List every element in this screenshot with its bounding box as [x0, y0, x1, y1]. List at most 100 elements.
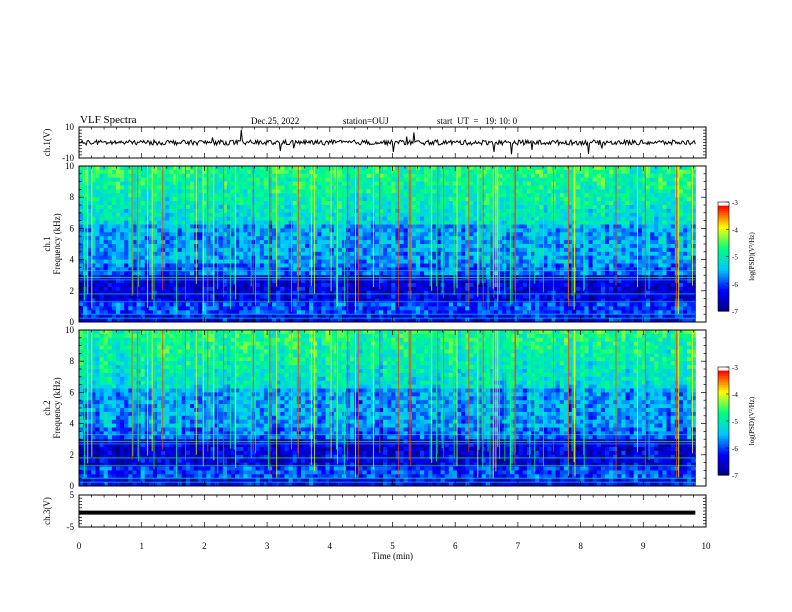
- spectrogram-cell: [399, 263, 405, 268]
- spectrogram-cell: [198, 181, 203, 186]
- spectrogram-cell: [473, 247, 479, 253]
- spectrogram-cell: [255, 286, 261, 292]
- spectrogram-cell: [498, 298, 503, 303]
- spectrogram-cell: [157, 310, 162, 315]
- spectrogram-cell: [161, 263, 166, 268]
- spectrogram-cell: [510, 236, 516, 241]
- spectrogram-cell: [317, 240, 322, 245]
- spectrogram-cell: [551, 306, 557, 311]
- spectrogram-cell: [366, 232, 372, 237]
- spectrogram-cell: [272, 263, 277, 268]
- spectrogram-cell: [107, 189, 113, 194]
- spectrogram-cell: [350, 212, 355, 218]
- spectrogram-cell: [288, 240, 294, 245]
- spectrogram-cell: [214, 220, 220, 225]
- spectrogram-cell: [128, 302, 133, 307]
- spectrogram-cell: [522, 286, 528, 292]
- spectrogram-cell: [111, 220, 117, 225]
- spectrogram-cell: [407, 244, 413, 249]
- spectrogram-cell: [231, 247, 236, 253]
- spectrogram-cell: [346, 205, 351, 210]
- spectrogram-cell: [247, 306, 253, 311]
- spectrogram-cell: [481, 224, 487, 229]
- spectrogram-cell: [132, 251, 138, 257]
- spectrogram-cell: [173, 251, 179, 257]
- spectrogram-cell: [317, 224, 322, 229]
- spectrogram-cell: [103, 181, 109, 186]
- spectrogram-cell: [547, 166, 553, 171]
- spectrogram-cell: [452, 310, 458, 315]
- spectrogram-cell: [185, 177, 191, 183]
- spectrogram-cell: [107, 177, 113, 183]
- spectrogram-cell: [395, 212, 400, 218]
- spectrogram-cell: [95, 310, 101, 315]
- spectrogram-cell: [411, 255, 417, 261]
- spectrogram-cell: [152, 220, 158, 225]
- spectrogram-cell: [317, 271, 322, 276]
- spectrogram-cell: [522, 205, 528, 210]
- spectrogram-cell: [111, 251, 117, 257]
- spectrogram-cell: [506, 181, 511, 186]
- spectrogram-cell: [144, 244, 150, 249]
- spectrogram-cell: [99, 298, 105, 303]
- spectrogram-cell: [391, 306, 396, 311]
- spectrogram-cell: [255, 240, 261, 245]
- spectrogram-cell: [440, 232, 446, 237]
- spectrogram-cell: [535, 216, 540, 222]
- spectrogram-cell: [313, 177, 318, 183]
- spectrogram-cell: [461, 318, 466, 323]
- spectrogram-cell: [498, 294, 503, 300]
- spectrogram-cell: [543, 310, 548, 315]
- spectrogram-cell: [300, 290, 306, 296]
- spectrogram-cell: [543, 208, 548, 214]
- spectrogram-cell: [469, 220, 474, 225]
- spectrogram-cell: [148, 169, 154, 175]
- spectrogram-cell: [362, 173, 368, 179]
- spectrogram-cell: [115, 306, 121, 311]
- spectrogram-cell: [489, 228, 495, 233]
- spectrogram-cell: [469, 228, 474, 233]
- spectrogram-cell: [452, 298, 458, 303]
- spectrogram-cell: [214, 283, 220, 288]
- spectrogram-cell: [350, 228, 355, 233]
- spectrogram-cell: [395, 267, 400, 272]
- spectrogram-cell: [202, 306, 207, 311]
- spectrogram-cell: [218, 189, 224, 194]
- spectrogram-cell: [292, 205, 298, 210]
- spectrogram-cell: [567, 212, 573, 218]
- spectrogram-cell: [506, 185, 511, 190]
- spectrogram-cell: [440, 251, 446, 257]
- spectrogram-cell: [103, 166, 109, 171]
- spectrogram-cell: [222, 193, 228, 198]
- spectrogram-cell: [198, 290, 203, 296]
- spectrogram-cell: [588, 290, 594, 296]
- spectrogram-cell: [420, 208, 425, 214]
- spectrogram-cell: [325, 181, 331, 186]
- spectrogram-cell: [239, 267, 244, 272]
- spectrogram-cell: [514, 259, 520, 264]
- spectrogram-cell: [473, 271, 479, 276]
- spectrogram-cell: [165, 298, 170, 303]
- spectrogram-cell: [198, 166, 203, 171]
- spectrogram-cell: [580, 181, 585, 186]
- spectrogram-cell: [436, 310, 442, 315]
- spectrogram-cell: [563, 267, 569, 272]
- spectrogram-cell: [177, 232, 183, 237]
- spectrogram-cell: [321, 216, 327, 222]
- spectrogram-cell: [354, 181, 359, 186]
- spectrogram-cell: [440, 310, 446, 315]
- spectrogram-cell: [576, 224, 581, 229]
- spectrogram-cell: [407, 279, 413, 284]
- spectrogram-cell: [337, 251, 343, 257]
- spectrogram-cell: [198, 216, 203, 222]
- spectrogram-cell: [506, 259, 511, 264]
- spectrogram-cell: [99, 189, 105, 194]
- spectrogram-cell: [259, 166, 265, 171]
- spectrogram-cell: [226, 286, 232, 292]
- spectrogram-cell: [481, 314, 487, 319]
- spectrogram-cell: [567, 208, 573, 214]
- spectrogram-cell: [132, 208, 138, 214]
- spectrogram-cell: [181, 201, 187, 206]
- spectrogram-cell: [107, 228, 113, 233]
- spectrogram-cell: [194, 298, 199, 303]
